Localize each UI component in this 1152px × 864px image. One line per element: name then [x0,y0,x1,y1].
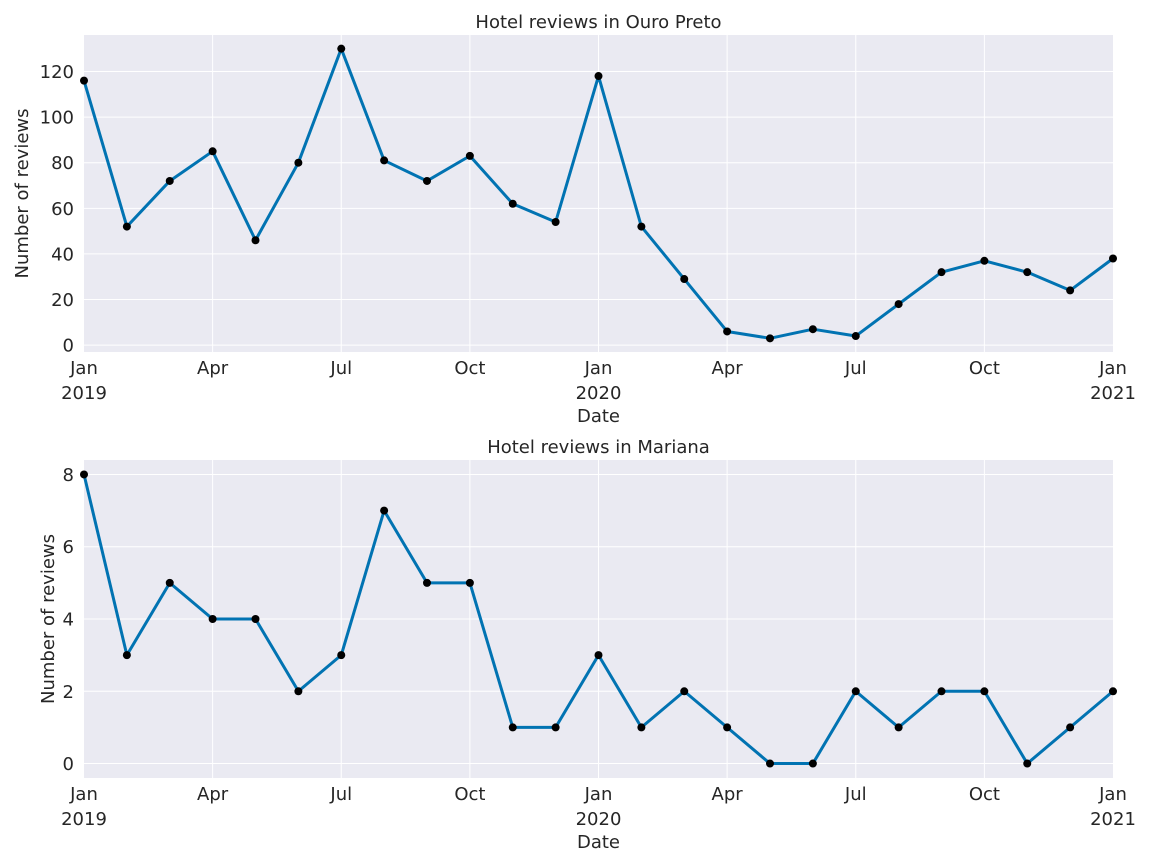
data-point [594,651,603,660]
data-point [594,72,603,81]
data-point [80,76,88,85]
y-tick-label: 0 [63,336,74,357]
data-point [980,256,989,265]
data-point [937,687,946,696]
y-tick-label: 80 [51,153,74,174]
x-axis-label: Date [577,406,620,427]
x-tick-label: Jan [584,784,613,805]
chart-title: Hotel reviews in Ouro Preto [475,12,721,33]
x-tick-label: Jan [69,784,98,805]
x-tick-label: Oct [454,358,485,379]
data-point [508,199,517,208]
data-point [337,651,346,660]
y-axis-label: Number of reviews [38,534,59,704]
x-tick-label: Apr [712,358,744,379]
data-point [1109,254,1117,263]
x-tick-label: Oct [969,784,1000,805]
chart-title: Hotel reviews in Mariana [487,437,710,458]
y-tick-label: 2 [63,682,74,703]
x-tick-label: Oct [454,784,485,805]
y-tick-label: 0 [63,754,74,775]
data-point [465,578,474,587]
data-point [208,147,217,156]
data-point [380,156,389,165]
data-point [251,615,260,623]
data-point [1066,723,1075,732]
data-point [937,268,946,277]
data-point [1023,759,1032,768]
y-tick-label: 120 [40,62,74,83]
x-tick-year-label: 2020 [576,809,622,830]
x-tick-label: Jul [329,358,352,379]
x-tick-year-label: 2019 [61,809,107,830]
data-point [80,470,88,479]
data-point [551,723,560,732]
data-point [165,578,174,587]
y-tick-label: 8 [63,465,74,486]
data-point [423,176,431,185]
x-tick-label: Jul [844,784,867,805]
y-tick-label: 20 [51,290,74,311]
x-tick-label: Apr [712,784,744,805]
y-tick-label: 60 [51,199,74,220]
data-point [165,176,174,185]
data-point [508,723,517,732]
x-tick-year-label: 2021 [1090,809,1136,830]
y-tick-label: 40 [51,244,74,265]
data-point [122,222,131,231]
data-point [766,759,774,768]
data-point [851,332,860,341]
data-point [122,651,131,660]
data-point [1109,687,1117,696]
data-point [723,327,732,336]
x-tick-year-label: 2021 [1090,383,1136,404]
data-point [808,759,817,768]
data-point [208,615,217,623]
data-point [680,275,689,284]
y-tick-label: 4 [63,610,74,631]
data-point [894,723,903,732]
x-tick-label: Jan [1098,784,1127,805]
data-point [551,218,560,227]
x-tick-label: Jul [329,784,352,805]
data-point [380,506,389,515]
y-tick-label: 100 [40,108,74,129]
x-axis-label: Date [577,832,620,853]
data-point [808,325,817,334]
data-point [294,687,303,696]
x-tick-year-label: 2019 [61,383,107,404]
x-tick-label: Apr [197,358,229,379]
x-tick-label: Jan [1098,358,1127,379]
data-point [423,578,431,587]
data-point [723,723,732,732]
panel-mariana: Hotel reviews in Mariana 0 2 4 6 8 Jan 2019 Apr J… [38,437,1136,853]
x-tick-label: Oct [969,358,1000,379]
x-tick-label: Jan [584,358,613,379]
data-point [1066,286,1075,295]
x-tick-label: Jul [844,358,867,379]
x-tick-label: Apr [197,784,229,805]
data-point [680,687,689,696]
data-point [294,158,303,167]
data-point [851,687,860,696]
data-point [766,334,774,343]
data-point [465,151,474,160]
panel-ouro-preto: Hotel reviews in Ouro Preto 0 20 40 60 80 100 1… [12,12,1136,427]
x-tick-label: Jan [69,358,98,379]
data-point [980,687,989,696]
x-tick-year-label: 2020 [576,383,622,404]
data-point [1023,268,1032,277]
y-tick-label: 6 [63,537,74,558]
data-point [337,44,346,53]
data-point [894,300,903,309]
y-axis-label: Number of reviews [12,108,33,278]
data-point [637,723,646,732]
data-point [637,222,646,231]
data-point [251,236,260,245]
